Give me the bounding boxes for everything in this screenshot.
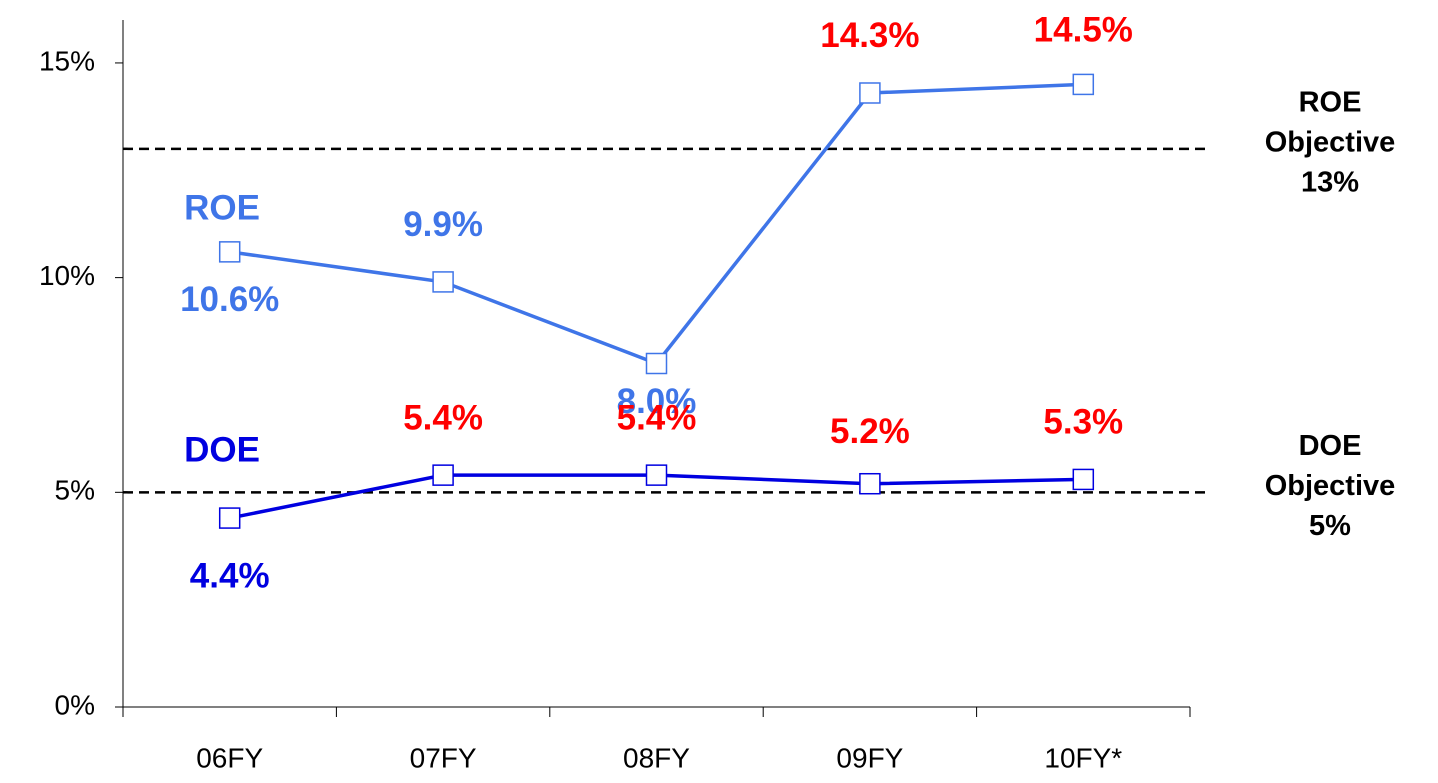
reference-label: DOE (1299, 430, 1362, 462)
marker (645, 352, 668, 375)
series-name: ROE (184, 188, 260, 227)
marker (218, 241, 241, 263)
x-tick-label: 10FY* (1044, 742, 1122, 773)
marker (859, 472, 881, 495)
marker (432, 271, 454, 293)
data-label: 9.9% (403, 205, 483, 244)
x-tick-label: 09FY (836, 742, 903, 773)
marker (645, 464, 668, 486)
marker (218, 507, 241, 529)
marker (1072, 73, 1095, 96)
data-label: 5.3% (1043, 403, 1123, 442)
data-label: 10.6% (180, 280, 279, 319)
y-tick-label: 0% (55, 689, 95, 720)
data-label: 5.2% (830, 412, 910, 451)
marker (1072, 468, 1095, 491)
reference-label: 5% (1309, 510, 1351, 542)
x-tick-label: 08FY (623, 742, 690, 773)
data-label: 14.5% (1034, 11, 1133, 50)
series-line (229, 82, 1084, 366)
y-tick-label: 10% (39, 260, 95, 291)
marker (432, 464, 454, 486)
data-label: 5.4% (403, 398, 483, 437)
data-label: 5.4% (617, 398, 697, 437)
reference-label: ROE (1299, 86, 1362, 118)
x-tick-label: 07FY (410, 742, 477, 773)
data-label: 4.4% (190, 556, 270, 595)
reference-label: Objective (1265, 126, 1396, 158)
y-tick-label: 15% (39, 45, 95, 76)
reference-label: Objective (1265, 470, 1396, 502)
marker (859, 82, 881, 104)
y-tick-label: 5% (55, 475, 95, 506)
x-tick-label: 06FY (196, 742, 263, 773)
data-label: 14.3% (820, 16, 919, 55)
series-name: DOE (184, 430, 260, 469)
reference-label: 13% (1301, 166, 1359, 198)
data-label: 8.0% (617, 382, 697, 421)
